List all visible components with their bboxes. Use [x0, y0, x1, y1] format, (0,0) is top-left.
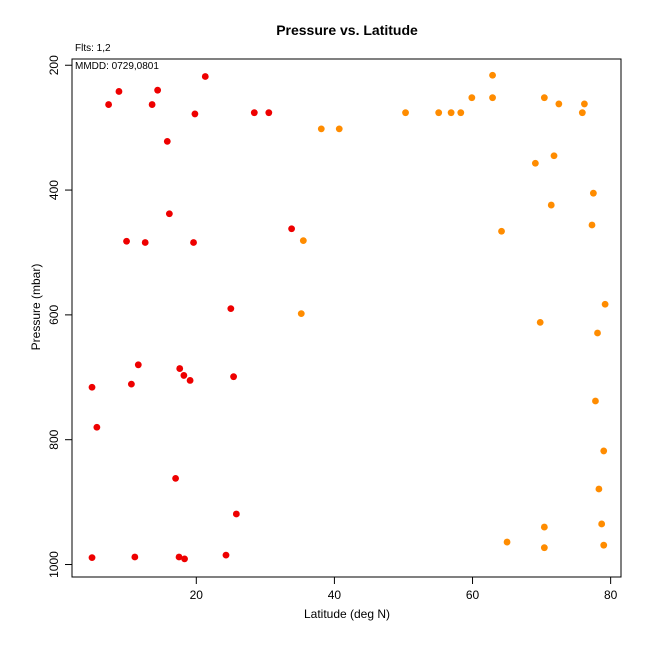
data-point-series-2	[601, 300, 609, 308]
data-point-series-2	[598, 520, 606, 528]
data-point-series-1	[141, 239, 149, 246]
x-tick-label: 20	[190, 588, 204, 602]
data-point-series-2	[589, 189, 597, 197]
data-point-series-2	[540, 523, 548, 531]
data-point-series-1	[127, 380, 135, 388]
data-point-series-2	[540, 544, 548, 552]
data-point-series-1	[165, 210, 173, 218]
data-point-series-2	[540, 94, 548, 102]
data-point-series-1	[265, 109, 273, 117]
data-point-series-2	[435, 109, 443, 117]
data-point-series-2	[581, 100, 588, 108]
data-point-series-1	[186, 377, 194, 384]
annotation-mmdd: MMDD: 0729,0801	[75, 61, 159, 72]
data-point-series-1	[222, 551, 230, 559]
data-point-series-1	[88, 554, 96, 562]
data-point-series-1	[201, 73, 209, 80]
y-tick-label: 200	[47, 55, 61, 75]
data-point-series-1	[148, 101, 156, 108]
data-point-series-2	[489, 71, 496, 79]
data-point-series-1	[134, 361, 142, 369]
data-point-series-2	[457, 109, 465, 117]
data-point-series-2	[317, 125, 325, 133]
data-point-series-1	[227, 305, 235, 313]
data-point-series-2	[578, 109, 586, 117]
x-tick-label: 40	[328, 588, 342, 602]
data-point-series-1	[230, 373, 237, 381]
data-point-series-2	[468, 94, 476, 102]
y-axis-label: Pressure (mbar)	[29, 264, 43, 351]
data-point-series-2	[489, 94, 496, 102]
data-point-series-1	[105, 101, 112, 108]
data-point-series-1	[180, 372, 188, 379]
y-tick-label: 1000	[47, 551, 61, 578]
data-point-series-2	[600, 447, 608, 455]
data-point-series-1	[288, 225, 295, 233]
data-point-series-1	[250, 109, 258, 117]
data-point-series-1	[93, 423, 101, 431]
data-point-series-1	[181, 555, 188, 563]
data-point-series-1	[232, 510, 240, 518]
data-point-series-2	[299, 237, 307, 245]
data-point-series-2	[503, 538, 511, 546]
x-axis: 20 40 60 80	[190, 576, 618, 602]
data-point-series-2	[588, 221, 596, 229]
x-axis-label: Latitude (deg N)	[304, 607, 390, 621]
data-point-series-2	[447, 109, 455, 117]
data-point-series-1	[131, 553, 139, 561]
data-point-series-1	[88, 383, 96, 391]
data-point-series-2	[594, 329, 601, 337]
data-point-series-2	[600, 541, 608, 549]
data-point-series-1	[154, 86, 162, 94]
data-points	[88, 71, 609, 563]
annotation-flights: Flts: 1,2	[75, 43, 111, 54]
data-point-series-2	[498, 227, 505, 235]
data-point-series-2	[592, 397, 599, 405]
data-point-series-1	[115, 88, 123, 95]
y-tick-label: 400	[47, 180, 61, 200]
data-point-series-1	[190, 239, 197, 246]
data-point-series-2	[555, 100, 563, 108]
data-point-series-2	[550, 152, 558, 160]
data-point-series-2	[547, 201, 555, 209]
y-tick-label: 600	[47, 305, 61, 325]
data-point-series-2	[297, 310, 305, 318]
y-tick-label: 800	[47, 429, 61, 449]
data-point-series-1	[123, 237, 130, 245]
data-point-series-2	[402, 109, 409, 117]
x-tick-label: 80	[604, 588, 618, 602]
data-point-series-1	[163, 137, 171, 145]
y-axis: 200 400 600 800 1000	[47, 55, 73, 578]
data-point-series-1	[191, 110, 199, 118]
data-point-series-2	[531, 159, 539, 167]
data-point-series-2	[595, 485, 603, 493]
x-tick-label: 60	[466, 588, 480, 602]
data-point-series-1	[172, 474, 179, 482]
data-point-series-2	[536, 318, 544, 326]
chart-title: Pressure vs. Latitude	[276, 22, 418, 38]
data-point-series-1	[176, 365, 184, 372]
data-point-series-2	[335, 125, 343, 133]
data-point-series-1	[175, 553, 183, 561]
